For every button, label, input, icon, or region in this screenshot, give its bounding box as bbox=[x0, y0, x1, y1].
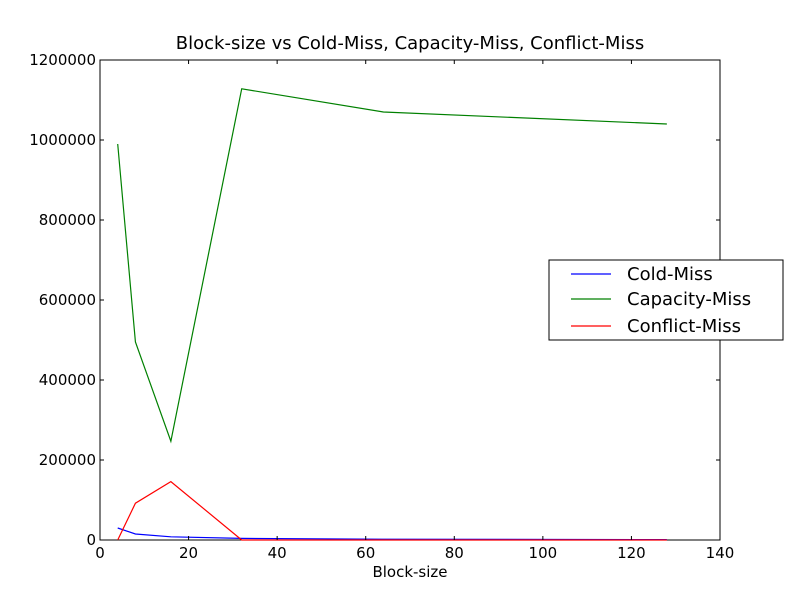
tick-layer: 0 20 40 60 80 100 120 140 0 200000 400000 600000 800… bbox=[29, 51, 734, 562]
x-axis-title: Block-size bbox=[372, 563, 447, 581]
y-tick-label: 0 bbox=[86, 531, 96, 549]
series-line-conflict-miss bbox=[117, 480, 667, 541]
legend-label-conflict-miss: Conflict-Miss bbox=[627, 316, 741, 337]
x-tick-label: 20 bbox=[179, 544, 198, 562]
legend-label-cold-miss: Cold-Miss bbox=[627, 264, 713, 285]
y-tick-label: 400000 bbox=[39, 371, 96, 389]
legend-label-capacity-miss: Capacity-Miss bbox=[627, 289, 751, 310]
y-tick-label: 800000 bbox=[39, 211, 96, 229]
series-line-capacity-miss bbox=[117, 88, 667, 444]
legend-entries: Cold-Miss Capacity-Miss Conflict-Miss bbox=[571, 264, 751, 337]
x-tick-label: 60 bbox=[356, 544, 375, 562]
y-tick-label: 1000000 bbox=[29, 131, 96, 149]
x-tick-label: 40 bbox=[268, 544, 287, 562]
x-tick-label: 80 bbox=[445, 544, 464, 562]
y-tick-label: 1200000 bbox=[29, 51, 96, 69]
series-line-cold-miss bbox=[117, 527, 667, 541]
y-tick-label: 600000 bbox=[39, 291, 96, 309]
x-tick-label: 0 bbox=[95, 544, 105, 562]
chart-title: Block-size vs Cold-Miss, Capacity-Miss, … bbox=[176, 33, 644, 54]
legend: Cold-Miss Capacity-Miss Conflict-Miss bbox=[548, 259, 784, 341]
y-tick-label: 200000 bbox=[39, 451, 96, 469]
x-tick-label: 100 bbox=[529, 544, 558, 562]
legend-box bbox=[548, 259, 784, 341]
series-layer bbox=[117, 88, 667, 541]
x-tick-label: 120 bbox=[617, 544, 646, 562]
x-tick-label: 140 bbox=[706, 544, 735, 562]
